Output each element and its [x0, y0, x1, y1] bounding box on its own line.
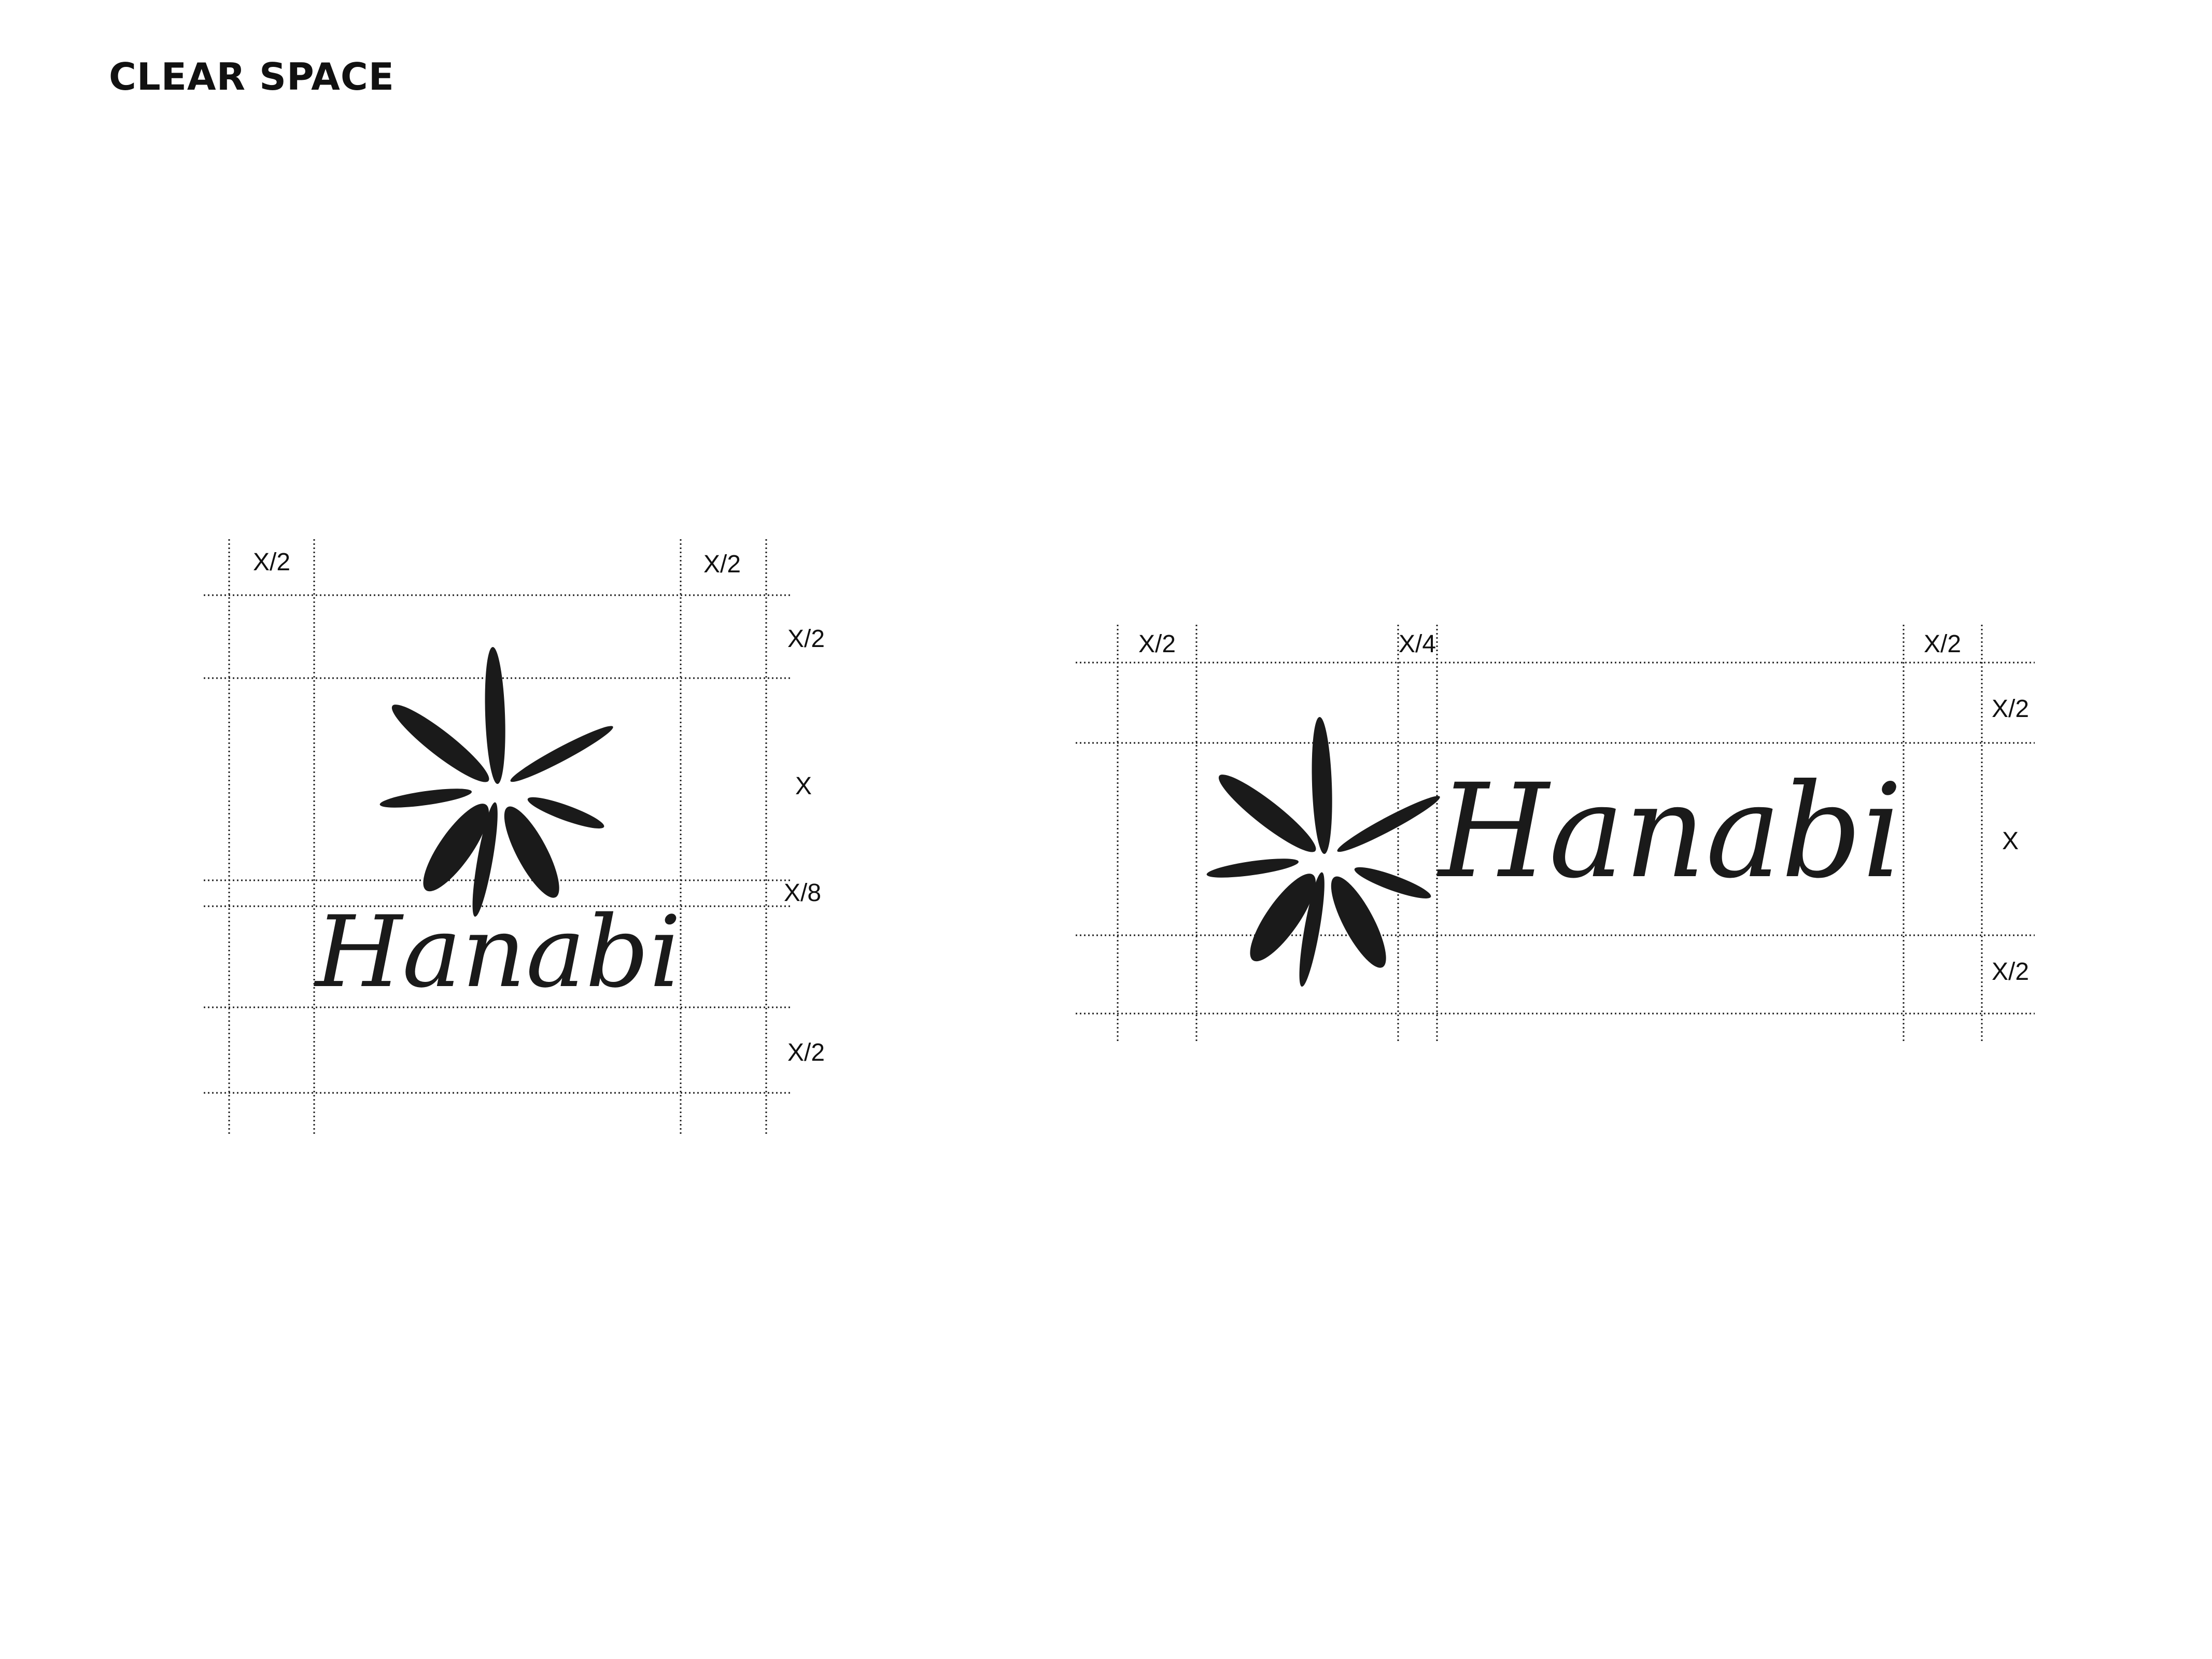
page-title: CLEAR SPACE [109, 55, 395, 99]
horizontal-wordmark: Hanabi [1436, 756, 1903, 907]
horizontal-label-right-top: X/2 [1992, 695, 2029, 723]
vertical-label-top-right: X/2 [703, 551, 741, 578]
horizontal-label-top-left: X/2 [1138, 630, 1176, 658]
firework-burst-icon [1205, 716, 1443, 988]
vertical-label-top-left: X/2 [253, 549, 290, 576]
vertical-label-right-gap: X/8 [784, 879, 821, 907]
horizontal-label-top-gap: X/4 [1399, 630, 1436, 658]
vertical-wordmark: Hanabi [314, 895, 681, 1009]
horizontal-lockup-guides [1076, 625, 2035, 1043]
vertical-lockup-guides [204, 539, 792, 1135]
vertical-label-right-top: X/2 [787, 625, 825, 653]
vertical-lockup: Hanabi X/2 X/2 X/2 X X/8 X/2 [204, 539, 825, 1135]
firework-burst-icon [378, 646, 616, 918]
horizontal-label-right-bottom: X/2 [1992, 958, 2029, 986]
horizontal-label-top-right: X/2 [1924, 630, 1961, 658]
horizontal-lockup: Hanabi X/2 X/4 X/2 X/2 X X/2 [1076, 625, 2035, 1043]
vertical-label-right-symbol: X [795, 772, 812, 800]
horizontal-label-right-symbol: X [2002, 827, 2019, 855]
vertical-label-right-bottom: X/2 [787, 1039, 825, 1066]
